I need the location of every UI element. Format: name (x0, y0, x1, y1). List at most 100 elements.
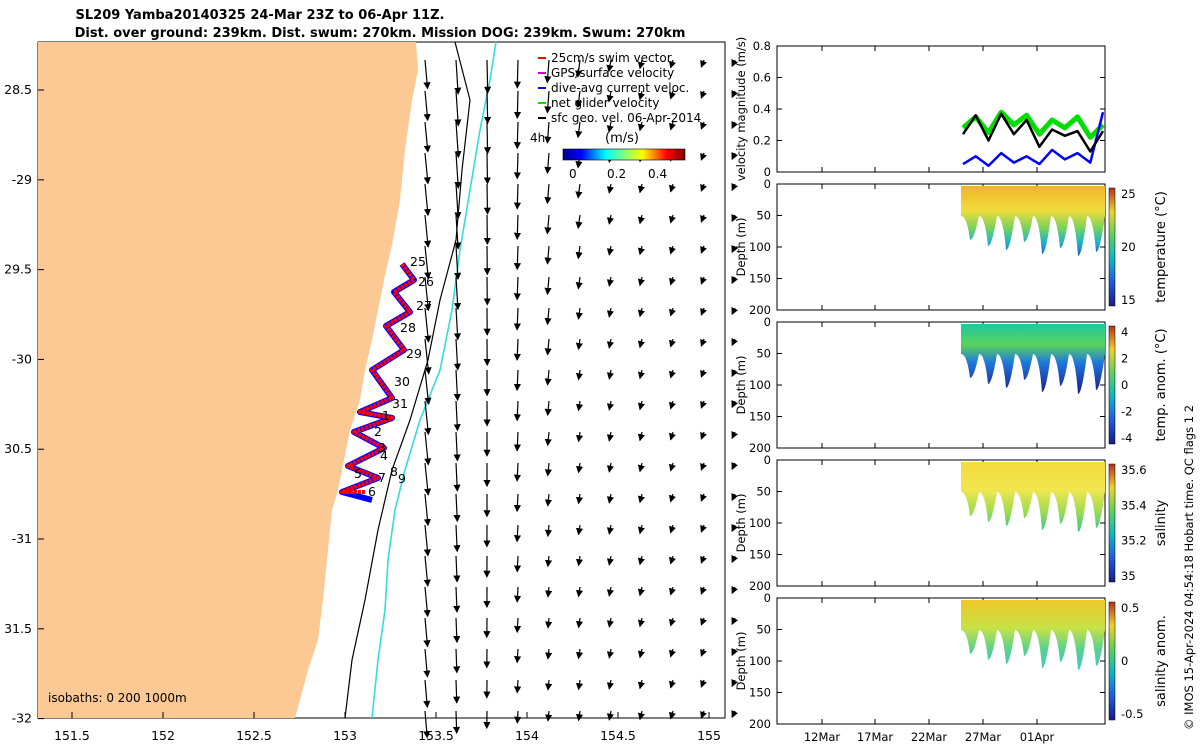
track-day-label: 25 (410, 254, 426, 269)
panel-3: 0 50 100 150 200 Depth (m) 35.6 35.4 35.2 35 salin… (734, 453, 1169, 593)
velocity-arrow (700, 617, 707, 626)
colorbar-label: temp. anom. (°C) (1154, 328, 1169, 441)
series-line (961, 112, 1105, 153)
velocity-arrow (669, 90, 676, 100)
velocity-arrow (669, 555, 676, 565)
velocity-arrow (606, 121, 614, 133)
y-tick-label: 0.4 (753, 102, 771, 116)
age-label: 4h (530, 131, 545, 145)
velocity-arrow (483, 121, 492, 155)
velocity-arrows (423, 59, 738, 739)
colorbar-tick-label: -4 (1121, 431, 1132, 445)
copyright-note: © IMOS 15-Apr-2024 04:54:18 Hobart time.… (1180, 300, 1198, 740)
y-tick-label: 50 (756, 623, 771, 637)
velocity-arrow (700, 710, 707, 719)
cbar-tick-1: 0.2 (607, 167, 626, 181)
velocity-arrow (424, 338, 432, 375)
velocity-arrow (453, 462, 461, 492)
velocity-arrow (575, 369, 584, 381)
track-day-label: 30 (394, 374, 410, 389)
velocity-arrow (452, 679, 461, 704)
track-day-label: 8 (390, 464, 398, 479)
y-tick-label: 200 (749, 441, 771, 455)
velocity-arrow (575, 214, 583, 230)
velocity-arrow (423, 59, 431, 90)
velocity-arrow (606, 524, 614, 535)
y-tick-label: 100 (749, 654, 771, 668)
velocity-arrow (669, 493, 676, 503)
y-tick-label: 200 (749, 303, 771, 317)
lat-tick-label: -30 (12, 351, 32, 366)
velocity-arrow (606, 493, 614, 504)
velocity-arrow (575, 648, 584, 660)
velocity-arrow (731, 214, 738, 223)
velocity-arrow (483, 152, 492, 185)
velocity-arrow (700, 524, 707, 533)
velocity-arrow (453, 369, 461, 402)
velocity-arrow (544, 307, 552, 326)
velocity-arrow (731, 710, 738, 719)
velocity-arrow (513, 617, 522, 634)
velocity-arrow (513, 679, 522, 694)
figure-title-line2: Dist. over ground: 239km. Dist. swum: 27… (74, 26, 686, 41)
velocity-arrow (424, 307, 432, 343)
track-day-label: 27 (416, 298, 432, 313)
y-axis-label: Depth (m) (734, 632, 748, 691)
velocity-arrow (669, 586, 676, 596)
velocity-arrow (513, 338, 521, 361)
velocity-arrow (700, 276, 707, 285)
velocity-arrow (700, 555, 707, 564)
velocity-arrow (669, 710, 676, 720)
velocity-arrow (424, 369, 432, 405)
velocity-arrow (423, 679, 431, 709)
velocity-arrow (731, 648, 738, 657)
velocity-arrow (575, 400, 584, 412)
colorbar-tick-label: 0 (1121, 654, 1128, 668)
velocity-arrow (423, 152, 431, 185)
velocity-arrow (606, 214, 614, 225)
velocity-arrow (513, 431, 521, 452)
colorbar-tick-label: 25 (1121, 187, 1136, 201)
velocity-arrow (606, 276, 614, 287)
velocity-arrow (423, 524, 431, 557)
colorbar-tick-label: -2 (1121, 405, 1132, 419)
lon-tick-label: 151.5 (54, 728, 90, 743)
velocity-arrow (453, 617, 461, 644)
velocity-arrow (575, 586, 584, 598)
velocity-arrow (544, 214, 552, 235)
colorbar-label: salinity anom. (1154, 615, 1169, 707)
velocity-arrow (423, 214, 432, 248)
velocity-arrow (424, 245, 432, 280)
y-tick-label: 50 (756, 209, 771, 223)
velocity-arrow (575, 276, 583, 290)
track-day-label: 26 (418, 274, 434, 289)
velocity-arrow (606, 59, 614, 73)
velocity-arrow (669, 400, 676, 410)
velocity-arrow (544, 369, 552, 386)
series-line (961, 109, 1105, 140)
velocity-arrow (731, 183, 738, 192)
velocity-arrow (606, 617, 614, 628)
y-tick-label: 0.6 (753, 71, 771, 85)
y-tick-label: 150 (749, 686, 771, 700)
colorbar (1108, 325, 1116, 445)
colorbar (1108, 187, 1116, 307)
velocity-arrow (669, 307, 676, 317)
y-tick-label: 100 (749, 516, 771, 530)
velocity-arrow (637, 183, 645, 194)
velocity-arrow (669, 183, 676, 193)
lat-tick-label: -31 (12, 531, 32, 546)
copyright-text: © IMOS 15-Apr-2024 04:54:18 Hobart time.… (1182, 405, 1196, 730)
velocity-arrow (454, 245, 462, 280)
velocity-arrow (452, 710, 461, 734)
velocity-arrow (453, 524, 461, 553)
colorbar-tick-label: 35.6 (1121, 463, 1147, 477)
velocity-arrow (637, 214, 645, 225)
velocity-arrow (669, 214, 676, 224)
velocity-arrow (700, 307, 707, 316)
velocity-arrow (700, 400, 707, 409)
track-day-label: 2 (374, 424, 382, 439)
velocity-arrow (453, 276, 462, 311)
velocity-arrow (700, 338, 707, 347)
velocity-arrow (637, 648, 645, 659)
